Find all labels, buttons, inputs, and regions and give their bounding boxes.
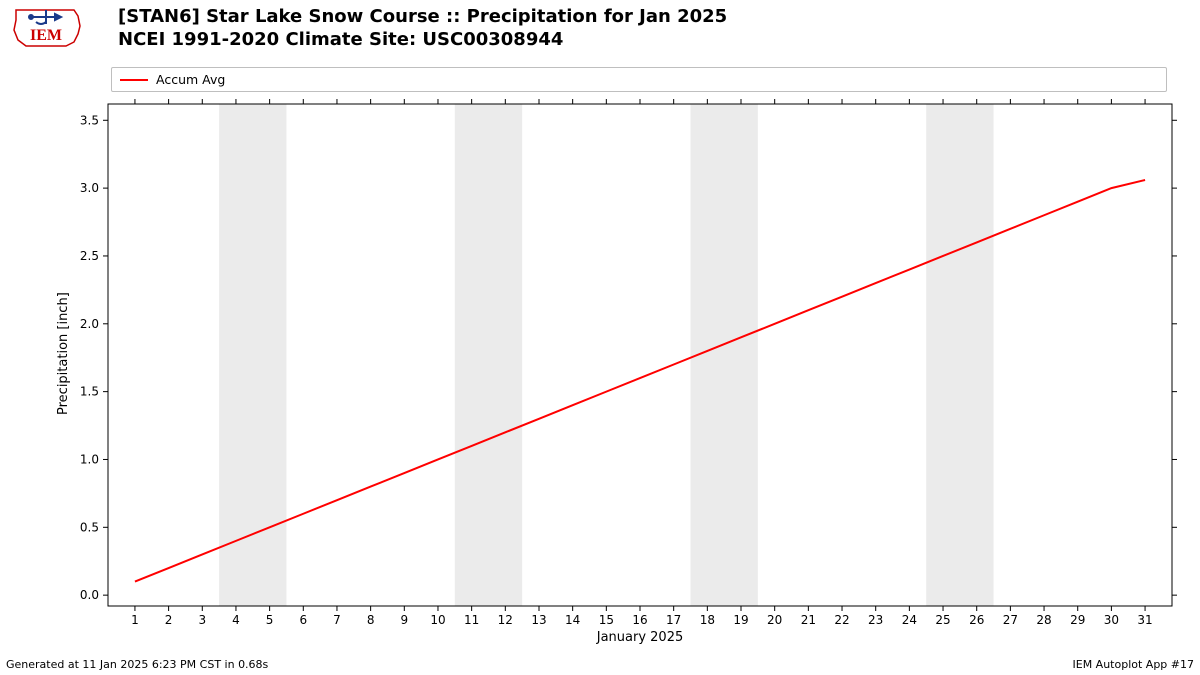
svg-text:17: 17 [666,613,681,627]
svg-text:11: 11 [464,613,479,627]
svg-text:0.0: 0.0 [80,588,99,602]
footer-generated: Generated at 11 Jan 2025 6:23 PM CST in … [6,658,268,671]
svg-text:1.0: 1.0 [80,452,99,466]
svg-text:3.0: 3.0 [80,181,99,195]
svg-text:10: 10 [430,613,445,627]
svg-text:26: 26 [969,613,984,627]
svg-text:12: 12 [498,613,513,627]
svg-text:14: 14 [565,613,580,627]
svg-text:18: 18 [700,613,715,627]
svg-text:2.5: 2.5 [80,249,99,263]
svg-text:16: 16 [632,613,647,627]
svg-text:29: 29 [1070,613,1085,627]
svg-text:5: 5 [266,613,274,627]
svg-text:2: 2 [165,613,173,627]
svg-text:15: 15 [599,613,614,627]
svg-text:28: 28 [1036,613,1051,627]
svg-text:6: 6 [299,613,307,627]
svg-text:24: 24 [902,613,917,627]
svg-text:19: 19 [733,613,748,627]
svg-text:2.0: 2.0 [80,317,99,331]
x-axis-label: January 2025 [590,630,690,645]
precipitation-chart: 0.00.51.01.52.02.53.03.51234567891011121… [0,0,1200,675]
svg-text:30: 30 [1104,613,1119,627]
svg-text:3.5: 3.5 [80,113,99,127]
svg-text:3: 3 [198,613,206,627]
svg-text:7: 7 [333,613,341,627]
y-axis-label: Precipitation [inch] [56,292,71,415]
svg-text:22: 22 [834,613,849,627]
svg-text:1: 1 [131,613,139,627]
svg-text:25: 25 [935,613,950,627]
svg-text:9: 9 [400,613,408,627]
svg-text:27: 27 [1003,613,1018,627]
svg-text:20: 20 [767,613,782,627]
svg-text:23: 23 [868,613,883,627]
footer-app: IEM Autoplot App #17 [1073,658,1195,671]
svg-text:21: 21 [801,613,816,627]
svg-text:4: 4 [232,613,240,627]
svg-text:13: 13 [531,613,546,627]
svg-text:31: 31 [1137,613,1152,627]
svg-text:1.5: 1.5 [80,385,99,399]
svg-text:0.5: 0.5 [80,520,99,534]
svg-text:8: 8 [367,613,375,627]
